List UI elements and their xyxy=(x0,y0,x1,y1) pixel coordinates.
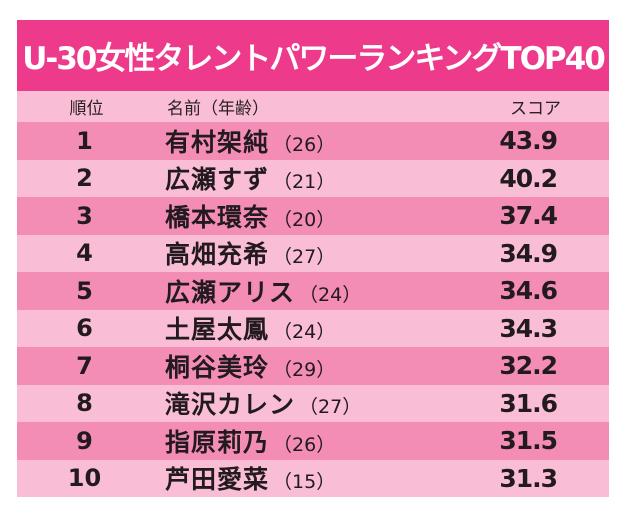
table-row: 8 滝沢カレン （27） 31.6 xyxy=(17,384,609,422)
name-cell: 橋本環奈 （20） xyxy=(152,198,409,234)
score-cell: 34.9 xyxy=(499,238,558,268)
talent-name: 指原莉乃 xyxy=(165,427,270,457)
rank-cell: 1 xyxy=(76,126,93,155)
rank-cell: 9 xyxy=(76,426,93,455)
score-cell: 31.3 xyxy=(499,463,558,493)
rank-cell: 3 xyxy=(76,201,93,230)
talent-name: 橋本環奈 xyxy=(165,202,270,232)
rank-cell: 2 xyxy=(76,164,93,193)
table-row: 10 芦田愛菜 （15） 31.3 xyxy=(17,459,609,497)
rank-cell: 4 xyxy=(76,239,93,268)
score-cell: 40.2 xyxy=(499,163,558,193)
header-score: スコア xyxy=(510,99,561,119)
header-row: 順位 名前（年齢） スコア xyxy=(17,91,609,122)
score-cell: 31.5 xyxy=(499,426,558,456)
name-cell: 有村架純 （26） xyxy=(152,123,409,159)
talent-age: （29） xyxy=(273,358,336,381)
talent-name: 桐谷美玲 xyxy=(165,352,270,382)
table-row: 6 土屋太鳳 （24） 34.3 xyxy=(17,309,609,347)
name-cell: 指原莉乃 （26） xyxy=(152,423,409,459)
name-cell: 桐谷美玲 （29） xyxy=(152,348,409,384)
name-cell: 広瀬すず （21） xyxy=(152,160,409,196)
table-row: 2 広瀬すず （21） 40.2 xyxy=(17,159,609,197)
score-cell: 37.4 xyxy=(499,201,558,231)
table-row: 4 高畑充希 （27） 34.9 xyxy=(17,234,609,272)
score-cell: 43.9 xyxy=(499,126,558,156)
talent-age: （27） xyxy=(273,246,336,269)
talent-name: 有村架純 xyxy=(165,127,270,157)
name-cell: 芦田愛菜 （15） xyxy=(152,460,409,496)
talent-age: （24） xyxy=(273,321,336,344)
rank-cell: 6 xyxy=(76,314,93,343)
rank-cell: 8 xyxy=(76,389,93,418)
talent-name: 土屋太鳳 xyxy=(165,315,270,345)
score-cell: 34.3 xyxy=(499,313,558,343)
name-cell: 広瀬アリス （24） xyxy=(152,273,409,309)
talent-name: 広瀬アリス xyxy=(165,277,296,307)
score-cell: 31.6 xyxy=(499,388,558,418)
talent-name: 広瀬すず xyxy=(165,165,270,195)
name-cell: 土屋太鳳 （24） xyxy=(152,310,409,346)
name-cell: 高畑充希 （27） xyxy=(152,235,409,271)
talent-age: （26） xyxy=(273,133,336,156)
talent-age: （20） xyxy=(273,208,336,231)
talent-age: （24） xyxy=(299,283,362,306)
score-cell: 32.2 xyxy=(499,351,558,381)
header-name: 名前（年齢） xyxy=(167,99,269,119)
score-cell: 34.6 xyxy=(499,276,558,306)
name-cell: 滝沢カレン （27） xyxy=(152,385,409,421)
table-row: 3 橋本環奈 （20） 37.4 xyxy=(17,197,609,235)
table-row: 5 広瀬アリス （24） 34.6 xyxy=(17,272,609,310)
talent-age: （21） xyxy=(273,171,336,194)
header-rank: 順位 xyxy=(69,99,104,119)
table-row: 9 指原莉乃 （26） 31.5 xyxy=(17,422,609,460)
table-title: U-30女性タレントパワーランキングTOP40 xyxy=(17,20,609,91)
talent-name: 高畑充希 xyxy=(165,240,270,270)
talent-age: （27） xyxy=(299,396,362,419)
table-body: 1 有村架純 （26） 43.9 2 広瀬すず （21） 40.2 3 橋本環奈 （20） 37.4 4… xyxy=(17,122,609,497)
rank-cell: 10 xyxy=(67,464,102,493)
rank-cell: 5 xyxy=(76,276,93,305)
table-row: 1 有村架純 （26） 43.9 xyxy=(17,122,609,160)
talent-age: （26） xyxy=(273,433,336,456)
talent-name: 芦田愛菜 xyxy=(165,465,270,495)
ranking-table: U-30女性タレントパワーランキングTOP40 順位 名前（年齢） スコア 1 有… xyxy=(17,20,609,497)
table-row: 7 桐谷美玲 （29） 32.2 xyxy=(17,347,609,385)
rank-cell: 7 xyxy=(76,351,93,380)
talent-age: （15） xyxy=(273,471,336,494)
talent-name: 滝沢カレン xyxy=(165,390,296,420)
